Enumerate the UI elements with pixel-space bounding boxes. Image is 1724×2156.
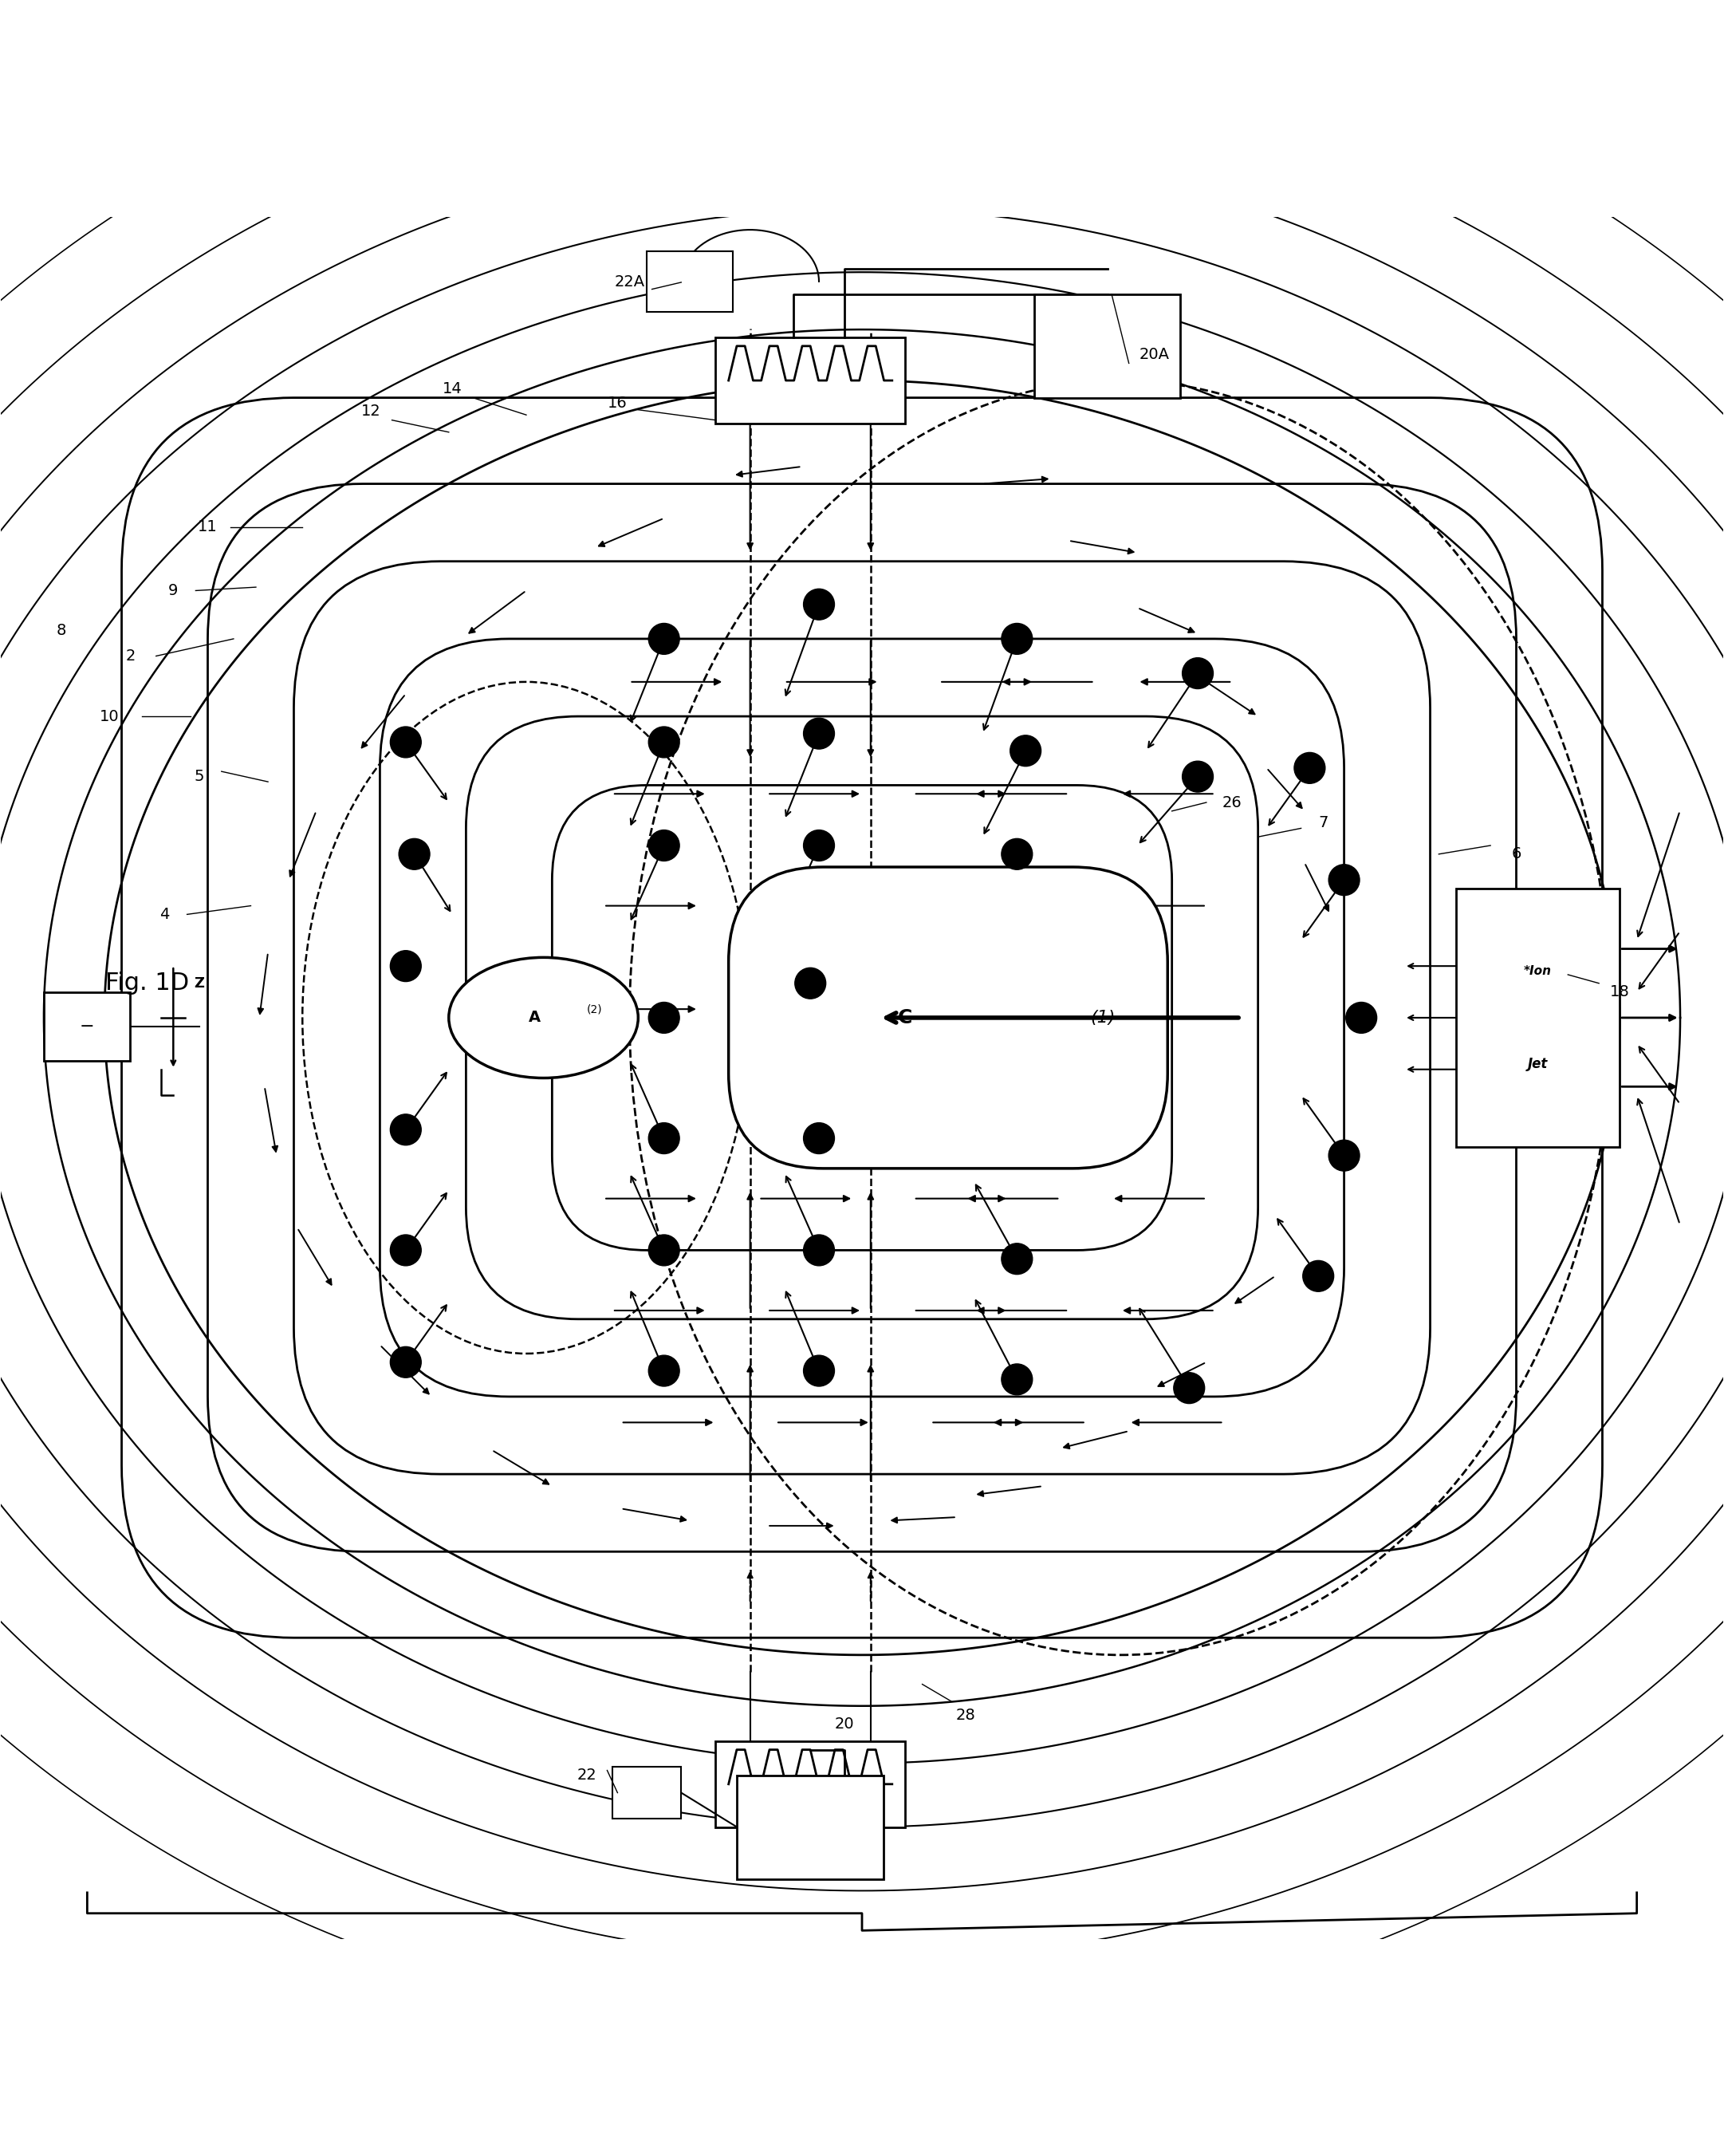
Circle shape [648, 830, 679, 860]
Text: 22: 22 [576, 1768, 597, 1783]
Text: 2: 2 [126, 649, 134, 664]
Circle shape [1303, 1261, 1334, 1291]
Text: C: C [898, 1009, 912, 1026]
Text: A: A [529, 1011, 541, 1026]
Text: −: − [79, 1018, 95, 1035]
Circle shape [1002, 1244, 1033, 1274]
Circle shape [648, 727, 679, 757]
Circle shape [1329, 1141, 1360, 1171]
Circle shape [648, 1356, 679, 1386]
Circle shape [803, 830, 834, 860]
Text: (1): (1) [1091, 1009, 1115, 1026]
Circle shape [1183, 761, 1214, 791]
Bar [715, 1742, 905, 1826]
Circle shape [1002, 623, 1033, 653]
Ellipse shape [448, 957, 638, 1078]
Circle shape [648, 623, 679, 653]
Text: 20A: 20A [1140, 347, 1171, 362]
Text: (2): (2) [586, 1003, 602, 1015]
Text: 28: 28 [955, 1708, 976, 1723]
Circle shape [648, 1003, 679, 1033]
Circle shape [795, 968, 826, 998]
Text: *Ion: *Ion [1524, 966, 1552, 977]
Text: 12: 12 [362, 403, 381, 418]
Circle shape [648, 1235, 679, 1266]
Text: 22A: 22A [614, 274, 645, 289]
Text: 5: 5 [195, 770, 203, 785]
Circle shape [803, 1235, 834, 1266]
Circle shape [1329, 865, 1360, 895]
Circle shape [398, 839, 429, 869]
Circle shape [1002, 839, 1033, 869]
Text: 14: 14 [443, 382, 462, 397]
Circle shape [1174, 1373, 1205, 1404]
Circle shape [390, 951, 421, 981]
Circle shape [390, 1235, 421, 1266]
Text: 10: 10 [100, 709, 119, 724]
Text: Fig. 1D: Fig. 1D [105, 972, 190, 994]
Bar [1457, 888, 1619, 1147]
Text: 26: 26 [1222, 796, 1241, 811]
Circle shape [803, 1356, 834, 1386]
Bar [715, 338, 905, 423]
Circle shape [1346, 1003, 1377, 1033]
Circle shape [803, 718, 834, 748]
Bar [646, 252, 733, 313]
Bar [1034, 295, 1181, 397]
Text: 18: 18 [1610, 985, 1629, 1000]
Text: 20: 20 [834, 1716, 855, 1731]
Circle shape [1010, 735, 1041, 765]
Text: 8: 8 [57, 623, 66, 638]
Circle shape [1295, 752, 1326, 783]
Circle shape [803, 589, 834, 621]
Text: 9: 9 [169, 582, 178, 597]
Text: Jet: Jet [1527, 1056, 1548, 1072]
Circle shape [390, 727, 421, 757]
Text: 11: 11 [198, 520, 217, 535]
Circle shape [803, 1123, 834, 1153]
Circle shape [390, 1115, 421, 1145]
Text: 16: 16 [607, 395, 628, 410]
Circle shape [1183, 658, 1214, 688]
Circle shape [390, 1348, 421, 1378]
FancyBboxPatch shape [729, 867, 1167, 1169]
Bar [45, 992, 131, 1061]
Text: Z: Z [195, 977, 203, 990]
Text: 6: 6 [1512, 847, 1521, 862]
Bar [612, 1768, 681, 1818]
Circle shape [1002, 1365, 1033, 1395]
Text: 4: 4 [160, 908, 169, 923]
Circle shape [648, 1123, 679, 1153]
Bar [738, 1777, 883, 1878]
Text: 7: 7 [1319, 815, 1329, 830]
